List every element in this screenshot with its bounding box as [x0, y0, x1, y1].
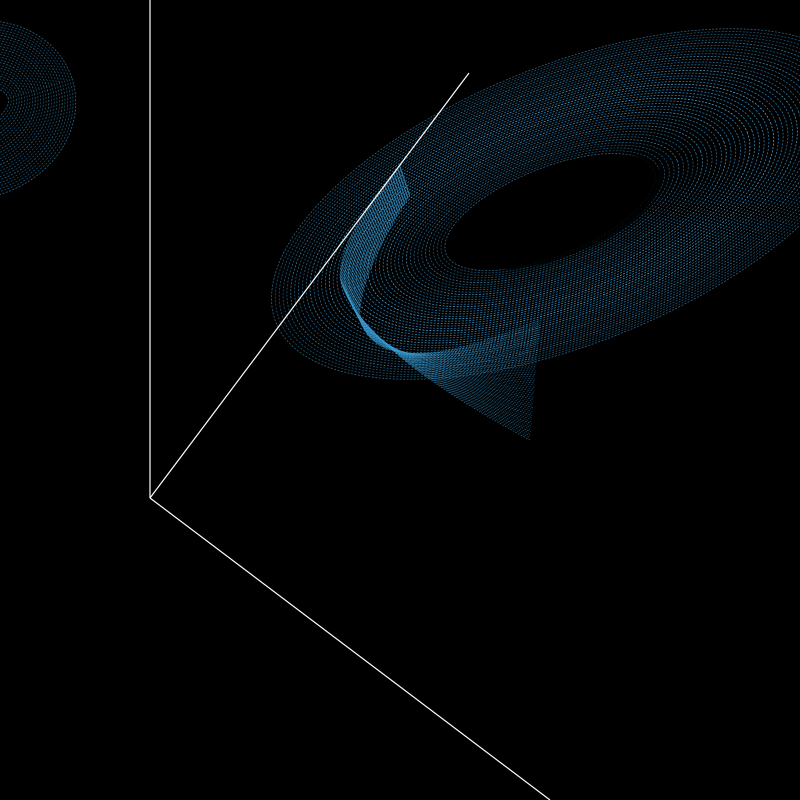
- z-axis: [149, 72, 470, 499]
- x-axis: [149, 497, 551, 800]
- axes-group: [149, 0, 551, 800]
- attractor-point-cloud: [271, 28, 800, 441]
- attractor-mirror-fragment: [0, 20, 77, 200]
